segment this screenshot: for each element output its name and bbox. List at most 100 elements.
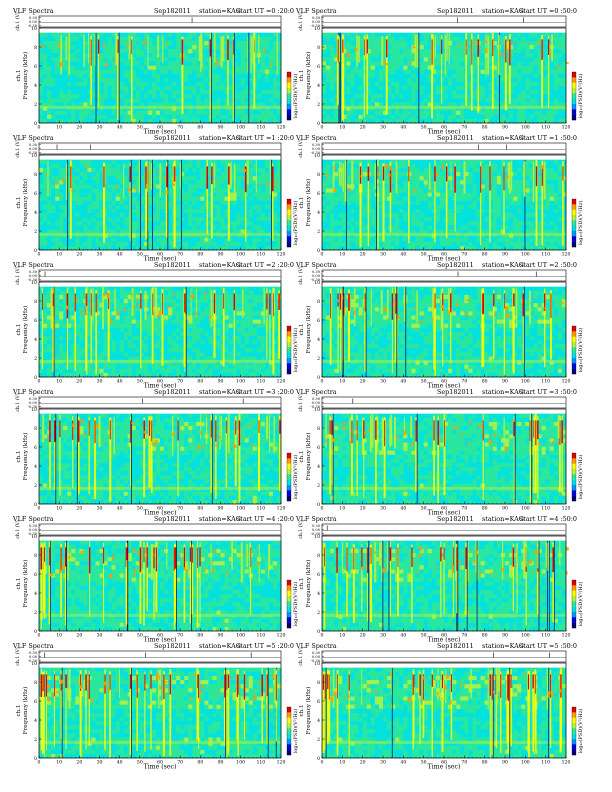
spectrogram-cell	[464, 172, 469, 177]
spectrogram-cell	[387, 184, 392, 189]
spectrogram-cell	[79, 114, 84, 120]
spectrogram-cell	[322, 49, 327, 54]
spectrogram-cell	[484, 118, 490, 124]
spectrogram-cell	[272, 213, 278, 218]
spectrogram-cell	[91, 57, 96, 62]
spectrogram-cell	[228, 81, 233, 87]
spectrogram-cell	[75, 225, 80, 230]
spectrogram-cell	[350, 53, 355, 58]
spectrogram-cell	[452, 49, 457, 54]
spectrogram-cell	[47, 61, 52, 66]
spectrogram-cell	[484, 110, 490, 116]
spectrogram-cell	[63, 208, 68, 214]
spectrogram-cell	[151, 102, 157, 107]
spectrogram-cell	[103, 184, 108, 189]
spectrogram-cell	[427, 32, 433, 38]
spectrogram-cell	[79, 65, 84, 70]
spectrogram-cell	[172, 65, 177, 70]
spectrogram-cell	[99, 188, 104, 193]
spectrogram-cells	[39, 159, 282, 251]
spectrogram-cell	[200, 172, 205, 177]
spectrogram-cell	[232, 49, 237, 54]
spectrogram-cell	[95, 237, 100, 243]
spectrogram-cell	[39, 172, 44, 177]
spectrogram-cell	[184, 36, 189, 42]
spectrogram-cell	[228, 53, 233, 58]
spectrogram-cell	[525, 53, 530, 58]
spectrogram-cell	[268, 73, 274, 79]
spectrogram-cell	[55, 57, 60, 62]
spectrogram-cell	[111, 114, 116, 120]
spectrogram-cell	[492, 176, 498, 181]
spectrogram-cell	[272, 69, 278, 75]
spectrogram-cell	[155, 245, 161, 251]
spectrogram-cell	[79, 172, 84, 177]
spectrogram-cell	[180, 241, 185, 247]
spectrogram-cell	[541, 90, 546, 95]
spectrogram-cell	[236, 118, 241, 124]
spectrogram-cell	[168, 61, 173, 66]
spectrogram-cell	[39, 159, 44, 165]
spectrogram-cell	[160, 237, 165, 243]
y-tick-label: 6	[34, 64, 37, 70]
spectrogram-cell	[529, 94, 534, 99]
spectrogram-cell	[334, 69, 339, 75]
spectrogram-cell	[164, 77, 169, 83]
spectrogram-cell	[264, 114, 270, 120]
spectrogram-cell	[160, 40, 165, 46]
spectrogram-cell	[354, 159, 359, 165]
spectrogram-cell	[480, 81, 485, 87]
spectrogram-cell	[95, 225, 100, 230]
channel-label: ch.1 (V)	[14, 139, 21, 157]
spectrogram-cell	[79, 225, 84, 230]
spectrogram-cell	[358, 73, 363, 79]
spectrogram-cell	[256, 200, 262, 206]
spectrogram-cell	[176, 45, 181, 50]
spectrogram-cell	[492, 163, 498, 169]
spectrogram-cell	[435, 110, 441, 116]
spectrogram-cell	[456, 176, 461, 181]
spectrogram-cell	[557, 159, 563, 165]
spectrogram-cell	[395, 90, 400, 95]
spectrogram-cell	[176, 53, 181, 58]
spectrogram-cell	[240, 221, 245, 226]
spectrogram-cell	[119, 221, 124, 226]
spectrogram-cell	[139, 204, 145, 210]
spectrogram-cell	[533, 65, 538, 70]
spectrogram-cell	[415, 118, 420, 124]
spectrogram-cell	[272, 245, 278, 251]
colorbar-frame	[286, 71, 292, 121]
y-tick-label: 4	[34, 83, 37, 89]
spectrogram-cell	[43, 167, 48, 173]
spectrogram-cell	[107, 102, 112, 107]
spectrogram-cell	[135, 245, 141, 251]
spectrogram-cell	[419, 77, 424, 83]
spectrogram-cell	[240, 196, 245, 202]
x-tick-label: 110	[541, 125, 550, 131]
spectrogram-cell	[164, 110, 169, 116]
spectrogram-cell	[427, 61, 433, 66]
spectrogram-cell	[43, 237, 48, 243]
spectrogram-cell	[350, 69, 355, 75]
spectrogram-cell	[220, 77, 225, 83]
spectrogram-cell	[427, 77, 433, 83]
spectrogram-cell	[358, 77, 363, 83]
spectrogram-cell	[224, 86, 229, 91]
spectrogram-cell	[39, 192, 44, 197]
spectrogram-cell	[272, 36, 278, 42]
spectrogram-cell	[39, 49, 44, 54]
spectrogram-cell	[272, 94, 278, 99]
spectrogram-cell	[55, 208, 60, 214]
spectrogram-cell	[334, 163, 339, 169]
spectrogram-cell	[419, 69, 424, 75]
colorbar-label: log₁₀(PSD)(V²/Hz)	[577, 74, 584, 119]
spectrogram-cell	[220, 69, 225, 75]
spectrogram-cell	[334, 110, 339, 116]
spectrogram-cell	[55, 90, 60, 95]
spectrogram-cell	[439, 102, 445, 107]
spectrogram-cell	[272, 196, 278, 202]
spectrogram-cell	[196, 229, 201, 234]
spectrogram-cell	[103, 77, 108, 83]
spectrogram-cell	[123, 57, 129, 62]
spectrogram-cell	[228, 159, 233, 165]
